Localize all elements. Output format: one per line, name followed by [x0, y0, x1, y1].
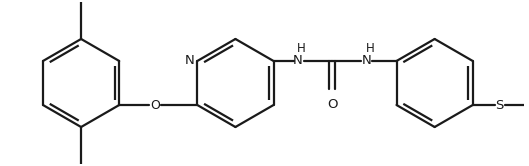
Text: H: H — [297, 42, 306, 55]
Text: N: N — [361, 54, 371, 68]
Text: N: N — [185, 54, 195, 68]
Text: O: O — [150, 98, 160, 112]
Text: N: N — [293, 54, 303, 68]
Text: H: H — [366, 42, 374, 55]
Text: S: S — [495, 98, 504, 112]
Text: O: O — [327, 98, 338, 111]
